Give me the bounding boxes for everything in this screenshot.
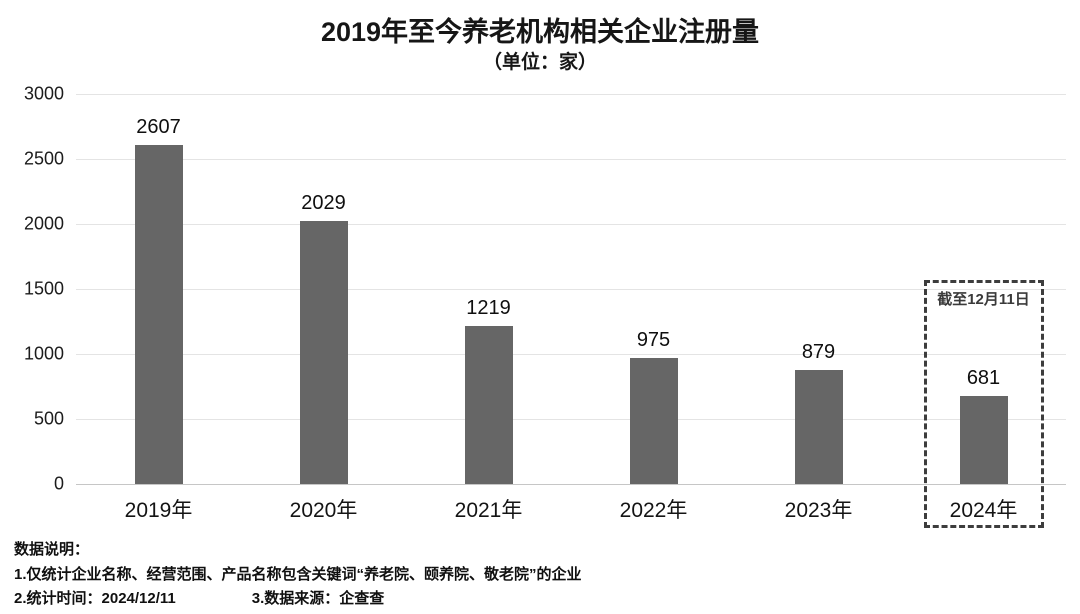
x-tick-label: 2021年 — [454, 499, 523, 523]
bar-group: 2029 — [299, 94, 348, 485]
bar — [959, 395, 1008, 485]
bar-value-label: 681 — [966, 366, 1001, 389]
y-tick-label: 2500 — [23, 148, 64, 169]
gridline — [76, 224, 1066, 226]
bar — [794, 370, 843, 485]
x-axis-line — [76, 484, 1066, 486]
y-tick-label: 500 — [33, 408, 64, 429]
bar-group: 2607 — [134, 94, 183, 485]
bar-group: 975 — [629, 94, 678, 485]
y-tick-label: 2000 — [23, 213, 64, 234]
bar-value-label: 2607 — [136, 116, 181, 139]
notes-heading: 数据说明： — [14, 541, 90, 559]
y-tick-label: 0 — [53, 473, 64, 494]
gridline — [76, 289, 1066, 291]
bar-group: 1219 — [464, 94, 513, 485]
gridline — [76, 159, 1066, 161]
x-axis: 2019年 2020年 2021年 2022年 2023年 2024年 — [76, 484, 1066, 530]
bar-value-label: 879 — [801, 341, 836, 364]
bar-group: 879 — [794, 94, 843, 485]
data-notes: 数据说明： 1.仅统计企业名称、经营范围、产品名称包含关键词“养老院、颐养院、敬… — [14, 538, 1080, 611]
gridline — [76, 354, 1066, 356]
note-source: 3.数据来源：企查查 — [251, 589, 385, 607]
y-tick-label: 1000 — [23, 343, 64, 364]
gridline — [76, 419, 1066, 421]
chart-title: 2019年至今养老机构相关企业注册量 — [320, 17, 760, 47]
x-tick-label: 2020年 — [289, 499, 358, 523]
bar — [299, 220, 348, 485]
plot-area: 截至12月11日 0 500 1000 1500 2000 2500 3000 2607 202… — [24, 84, 1066, 529]
bar — [629, 357, 678, 485]
bar-value-label: 1219 — [466, 296, 511, 319]
chart-subtitle: （单位：家） — [482, 51, 597, 73]
bar — [464, 325, 513, 485]
y-tick-label: 1500 — [23, 278, 64, 299]
note-scope: 1.仅统计企业名称、经营范围、产品名称包含关键词“养老院、颐养院、敬老院”的企业 — [14, 565, 582, 583]
note-stat-date: 2.统计时间：2024/12/11 — [14, 589, 176, 607]
bar-chart: 截至12月11日 0 500 1000 1500 2000 2500 3000 2607 202… — [24, 84, 1066, 530]
x-tick-label: 2019年 — [124, 499, 193, 523]
bar — [134, 145, 183, 485]
bar-value-label: 2029 — [301, 191, 346, 214]
bar-value-label: 975 — [636, 328, 671, 351]
gridline — [76, 94, 1066, 96]
x-tick-label: 2022年 — [619, 499, 688, 523]
x-tick-label: 2024年 — [949, 499, 1018, 523]
x-tick-label: 2023年 — [784, 499, 853, 523]
bar-group: 681 — [959, 94, 1008, 485]
y-tick-label: 3000 — [23, 83, 64, 104]
